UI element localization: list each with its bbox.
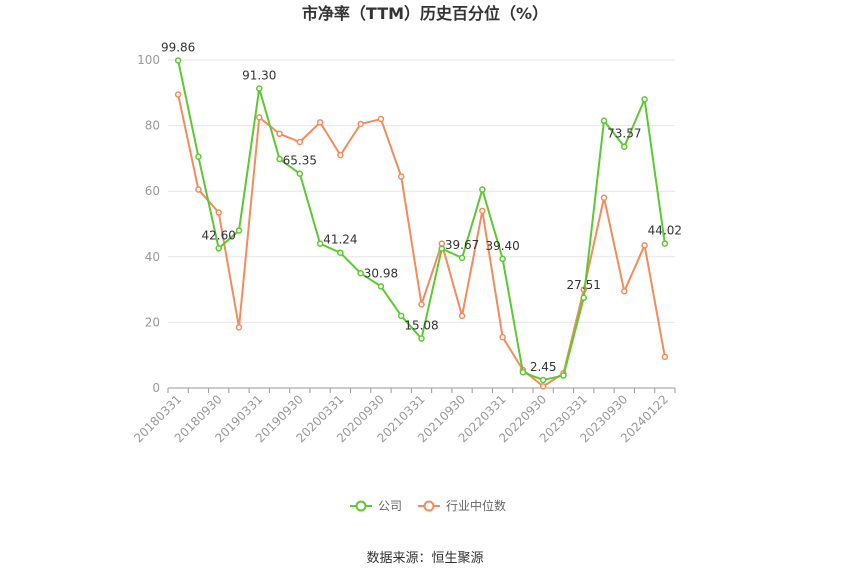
data-point [479,186,486,193]
data-point [621,287,628,295]
y-tick-label: 60 [145,184,160,198]
data-point [174,91,182,98]
data-point [458,312,466,320]
data-point [600,194,608,202]
data-point [215,209,222,216]
data-point [621,143,628,150]
chart-title: 市净率（TTM）历史百分位（%） [302,4,548,23]
data-point [256,85,263,92]
y-tick-label: 100 [137,53,160,67]
data-label: 91.30 [242,69,276,83]
data-point [418,335,425,342]
data-point [418,301,425,308]
data-point [276,155,283,163]
data-label: 39.67 [445,238,479,252]
data-point [560,372,567,379]
data-label: 2.45 [530,360,557,374]
legend: 公司 行业中位数 [350,498,506,513]
data-point [661,240,669,247]
legend-label: 行业中位数 [446,498,506,513]
legend-label: 公司 [378,499,402,513]
data-labels: 99.86 42.60 91.30 65.35 41.24 30.98 15.08 39.67… [161,40,682,374]
data-point [438,245,446,252]
data-label: 39.40 [485,239,519,253]
data-point [580,294,587,302]
data-point [195,153,202,161]
legend-item-industry: 行业中位数 [418,498,506,513]
data-point [337,249,344,256]
y-tick-label: 80 [145,119,160,133]
legend-swatch-marker [423,500,435,512]
data-label: 41.24 [323,233,357,247]
data-point [316,240,324,247]
data-point [377,115,385,123]
data-point [519,369,527,376]
series-line-industry [177,94,666,388]
data-label: 15.08 [404,319,438,333]
data-point [479,207,486,215]
data-point [377,283,385,290]
data-label: 30.98 [364,266,398,280]
data-point [316,119,324,126]
data-point [357,120,364,128]
legend-item-company: 公司 [350,499,402,513]
data-point [641,96,648,103]
data-point [256,114,263,121]
data-point [539,383,547,390]
data-point [600,117,608,124]
source-text: 数据来源：恒生聚源 [366,551,483,566]
data-point [337,151,344,159]
data-point [458,254,466,262]
data-point [235,227,243,234]
data-point [499,255,506,263]
x-axis: 2018033120180930201903312019093020200331… [131,387,676,445]
data-point [539,376,547,384]
data-label: 65.35 [283,154,317,168]
legend-swatch-marker [355,500,367,512]
data-label: 27.51 [567,278,601,292]
y-tick-label: 0 [152,381,160,395]
data-point [296,170,304,177]
data-point [397,173,405,180]
data-point [276,130,283,138]
data-point [296,138,304,146]
data-label: 99.86 [161,40,195,54]
y-axis: 0 20 40 60 80 100 [137,53,160,395]
data-point [661,353,669,361]
data-point [499,333,506,341]
data-label: 42.60 [202,228,236,242]
data-point [641,242,648,249]
data-point [397,312,405,320]
series-layer [174,57,669,390]
y-tick-label: 20 [145,315,160,329]
data-point [215,245,222,252]
data-point [195,186,202,193]
data-label: 73.57 [607,127,641,141]
data-point [235,324,243,331]
data-point [357,269,364,277]
data-point [174,57,182,64]
data-label: 44.02 [648,224,682,238]
y-tick-label: 40 [145,250,160,264]
